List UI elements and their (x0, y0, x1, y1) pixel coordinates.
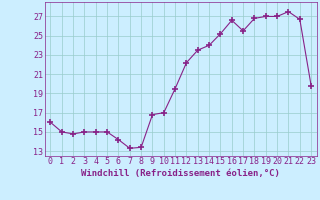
X-axis label: Windchill (Refroidissement éolien,°C): Windchill (Refroidissement éolien,°C) (81, 169, 280, 178)
